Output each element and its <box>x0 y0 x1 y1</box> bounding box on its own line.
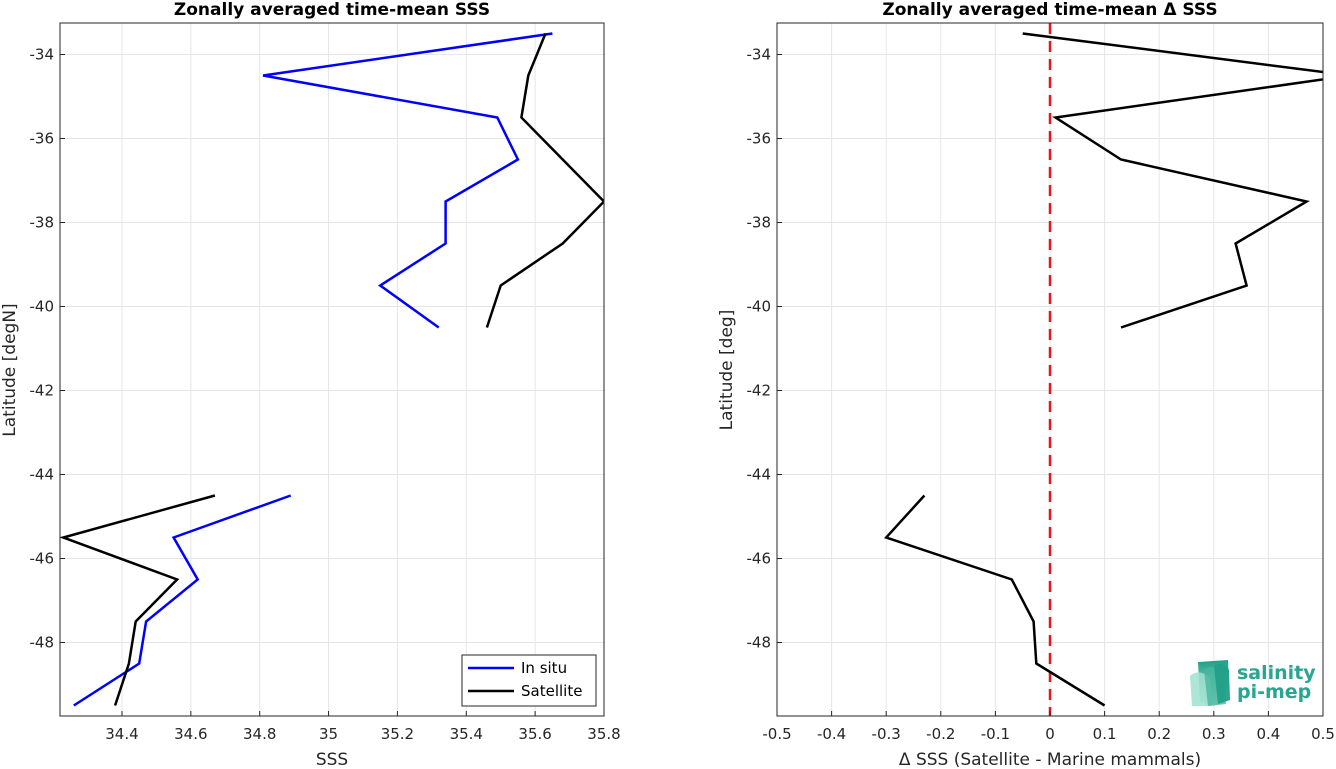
y-tick-label: -34 <box>747 46 772 64</box>
legend-label-satellite: Satellite <box>521 682 582 700</box>
delta-sss-chart-title: Zonally averaged time-mean Δ SSS <box>882 0 1217 20</box>
x-tick-label: 0 <box>1045 725 1055 743</box>
x-tick-label: -0.5 <box>762 725 791 743</box>
x-tick-label: 0.3 <box>1202 725 1226 743</box>
y-tick-label: -46 <box>30 550 55 568</box>
sss-y-axis-label: Latitude [degN] <box>0 303 20 436</box>
sss-series-in-situ-line-1 <box>262 32 553 329</box>
sss-plot-area <box>60 32 604 707</box>
delta-sss-series-delta-sss-line-2 <box>883 494 1106 707</box>
x-tick-label: -0.1 <box>981 725 1010 743</box>
delta-sss-panel: -0.5 -0.4 -0.3 -0.2 -0.1 0 0.1 0.2 0.3 0.4 0.5 -34… <box>717 0 1335 769</box>
y-tick-label: -44 <box>747 466 772 484</box>
y-tick-label: -44 <box>30 466 55 484</box>
y-tick-label: -34 <box>30 46 55 64</box>
sss-y-ticks: -34 -36 -38 -40 -42 -44 -46 -48 <box>30 46 65 652</box>
y-tick-label: -38 <box>747 214 772 232</box>
delta-sss-y-ticks: -34 -36 -38 -40 -42 -44 -46 -48 <box>747 46 782 652</box>
y-tick-label: -46 <box>747 550 772 568</box>
x-tick-label: 35.8 <box>587 725 620 743</box>
sss-series-satellite-line-1 <box>485 33 604 328</box>
x-tick-label: 35.4 <box>450 725 483 743</box>
logo-text-pi-mep: pi-mep <box>1237 681 1311 703</box>
x-tick-label: -0.2 <box>926 725 955 743</box>
logo-text-salinity: salinity <box>1237 662 1316 684</box>
x-tick-label: 0.1 <box>1093 725 1117 743</box>
delta-sss-plot-area <box>883 23 1323 716</box>
y-tick-label: -38 <box>30 214 55 232</box>
y-tick-label: -40 <box>747 298 772 316</box>
x-tick-label: 34.8 <box>243 725 276 743</box>
x-tick-label: 0.4 <box>1256 725 1280 743</box>
x-tick-label: 35.2 <box>381 725 414 743</box>
sss-panel: 34.4 34.6 34.8 35 35.2 35.4 35.6 35.8 -34 -36 -38… <box>0 0 621 769</box>
salinity-pi-mep-logo: salinity pi-mep <box>1190 660 1316 706</box>
delta-sss-x-ticks: -0.5 -0.4 -0.3 -0.2 -0.1 0 0.1 0.2 0.3 0.4 0.5 <box>762 711 1335 743</box>
x-tick-label: 34.4 <box>105 725 138 743</box>
sss-series-satellite-line-2 <box>60 494 216 706</box>
sss-legend: In situ Satellite <box>461 654 597 707</box>
delta-sss-y-axis-label: Latitude [deg] <box>717 310 737 431</box>
x-tick-label: -0.4 <box>817 725 846 743</box>
sss-x-axis-label: SSS <box>316 750 348 769</box>
delta-sss-x-axis-label: Δ SSS (Satellite - Marine mammals) <box>899 750 1201 769</box>
x-tick-label: 35 <box>319 725 338 743</box>
x-tick-label: 0.2 <box>1147 725 1171 743</box>
y-tick-label: -36 <box>747 130 772 148</box>
sss-axes-box <box>59 22 605 717</box>
x-tick-label: -0.3 <box>872 725 901 743</box>
logo-wave-icon <box>1190 660 1230 706</box>
y-tick-label: -42 <box>747 382 772 400</box>
y-tick-label: -40 <box>30 298 55 316</box>
sss-chart-title: Zonally averaged time-mean SSS <box>174 0 490 20</box>
x-tick-label: 35.6 <box>518 725 551 743</box>
x-tick-label: 0.5 <box>1311 725 1335 743</box>
sss-x-ticks: 34.4 34.6 34.8 35 35.2 35.4 35.6 35.8 <box>105 711 621 743</box>
y-tick-label: -36 <box>30 130 55 148</box>
x-tick-label: 34.6 <box>174 725 207 743</box>
sss-grid <box>60 23 605 716</box>
y-tick-label: -48 <box>30 634 55 652</box>
delta-sss-series-delta-sss-line-1 <box>1022 32 1323 329</box>
legend-label-in-situ: In situ <box>521 659 567 677</box>
y-tick-label: -48 <box>747 634 772 652</box>
y-tick-label: -42 <box>30 382 55 400</box>
sss-series-in-situ-line-2 <box>73 494 292 707</box>
